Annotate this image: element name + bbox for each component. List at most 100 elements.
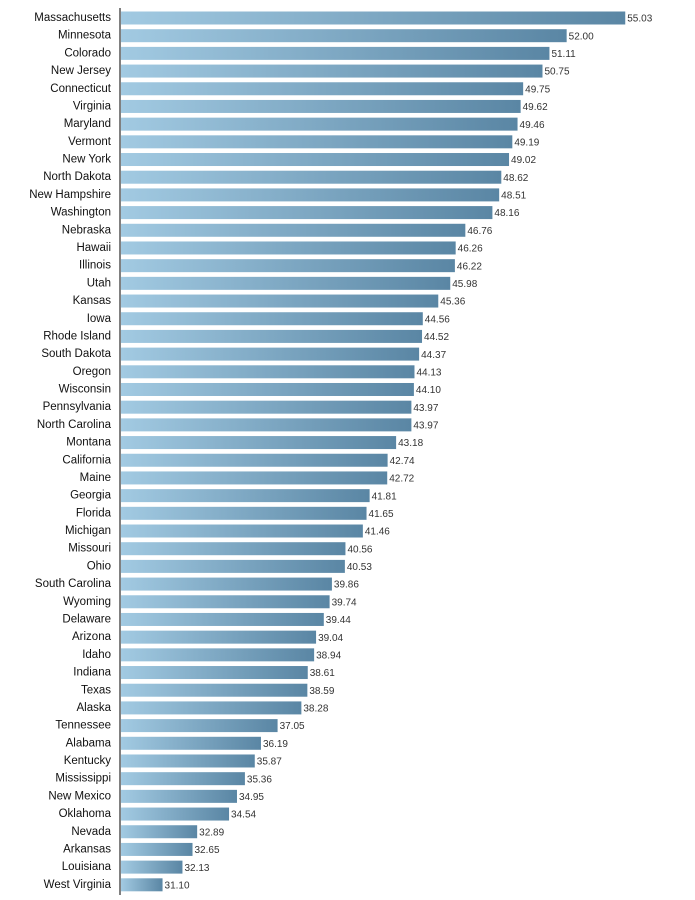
category-label: Connecticut: [50, 83, 112, 95]
bar: [121, 471, 388, 485]
value-label: 44.56: [425, 314, 450, 325]
bar: [121, 524, 363, 538]
category-label: Nebraska: [62, 224, 112, 236]
value-label: 49.19: [514, 137, 539, 148]
value-label: 32.65: [195, 845, 220, 856]
category-label: Oregon: [73, 366, 111, 378]
category-label: Maryland: [64, 118, 111, 130]
category-label: Pennsylvania: [43, 401, 112, 413]
value-label: 36.19: [263, 739, 288, 750]
category-label: Arizona: [72, 631, 112, 643]
category-label: Ohio: [87, 560, 111, 572]
value-label: 32.89: [199, 827, 224, 838]
bar: [121, 117, 518, 131]
category-label: Tennessee: [55, 720, 111, 732]
category-label: Wyoming: [63, 596, 111, 608]
value-label: 49.02: [511, 155, 536, 166]
value-label: 41.65: [369, 509, 394, 520]
bar: [121, 294, 439, 308]
bar: [121, 11, 626, 25]
value-label: 39.74: [332, 597, 357, 608]
value-label: 41.46: [365, 527, 390, 538]
category-label: South Dakota: [41, 348, 111, 360]
value-label: 35.36: [247, 774, 272, 785]
category-label: Nevada: [71, 826, 111, 838]
bar: [121, 754, 255, 768]
category-label: Illinois: [79, 260, 111, 272]
bar: [121, 329, 423, 343]
bar: [121, 99, 521, 113]
bar: [121, 436, 397, 450]
value-label: 42.74: [390, 456, 415, 467]
category-label: Hawaii: [76, 242, 111, 254]
bar: [121, 312, 423, 326]
bar: [121, 683, 308, 697]
category-label: New Jersey: [51, 65, 111, 77]
category-label: Georgia: [70, 490, 112, 502]
category-label: Indiana: [73, 667, 111, 679]
value-label: 44.52: [424, 332, 449, 343]
category-label: Texas: [81, 684, 111, 696]
category-label: New Hampshire: [29, 189, 111, 201]
value-label: 48.51: [501, 191, 526, 202]
value-label: 46.26: [458, 244, 483, 255]
category-label: North Dakota: [43, 171, 111, 183]
value-label: 46.76: [467, 226, 492, 237]
value-label: 43.97: [413, 421, 438, 432]
category-label: North Carolina: [37, 419, 112, 431]
bar: [121, 736, 261, 750]
bar: [121, 719, 278, 733]
category-label: New Mexico: [48, 790, 111, 802]
value-label: 38.28: [303, 704, 328, 715]
category-label: Alabama: [66, 737, 112, 749]
category-label: Louisiana: [62, 861, 112, 873]
category-label: Virginia: [73, 100, 112, 112]
bar: [121, 648, 315, 662]
category-label: Wisconsin: [59, 384, 111, 396]
value-label: 31.10: [165, 880, 190, 891]
category-label: Missouri: [68, 543, 111, 555]
bar: [121, 595, 330, 609]
bar: [121, 878, 163, 892]
value-label: 44.13: [416, 367, 441, 378]
value-label: 40.53: [347, 562, 372, 573]
category-label: Massachusetts: [34, 12, 111, 24]
bar: [121, 382, 414, 396]
value-label: 49.62: [523, 102, 548, 113]
bar: [121, 276, 451, 290]
category-label: Montana: [66, 437, 111, 449]
bar: [121, 489, 370, 503]
bar: [121, 170, 502, 184]
value-label: 38.59: [309, 686, 334, 697]
category-label: Rhode Island: [43, 330, 111, 342]
value-label: 39.86: [334, 580, 359, 591]
value-label: 35.87: [257, 757, 282, 768]
category-label: Mississippi: [55, 773, 111, 785]
value-label: 44.10: [416, 385, 441, 396]
category-label: South Carolina: [35, 578, 112, 590]
bar: [121, 241, 456, 255]
category-label: Florida: [76, 507, 112, 519]
value-label: 45.36: [440, 297, 465, 308]
value-label: 42.72: [389, 474, 414, 485]
category-label: Maine: [80, 472, 111, 484]
value-label: 38.94: [316, 650, 341, 661]
bar: [121, 400, 412, 414]
category-label: Oklahoma: [59, 808, 112, 820]
bar: [121, 666, 308, 680]
value-label: 55.03: [627, 14, 652, 25]
bar: [121, 347, 420, 361]
category-label: Iowa: [87, 313, 112, 325]
category-label: Vermont: [68, 136, 112, 148]
bar: [121, 418, 412, 432]
value-label: 46.22: [457, 261, 482, 272]
bar: [121, 135, 513, 149]
value-label: 45.98: [452, 279, 477, 290]
value-label: 41.81: [372, 491, 397, 502]
category-label: Washington: [51, 207, 111, 219]
bar: [121, 577, 332, 591]
bar: [121, 789, 237, 803]
value-label: 37.05: [280, 721, 305, 732]
category-label: Idaho: [82, 649, 111, 661]
value-label: 48.62: [503, 173, 528, 184]
